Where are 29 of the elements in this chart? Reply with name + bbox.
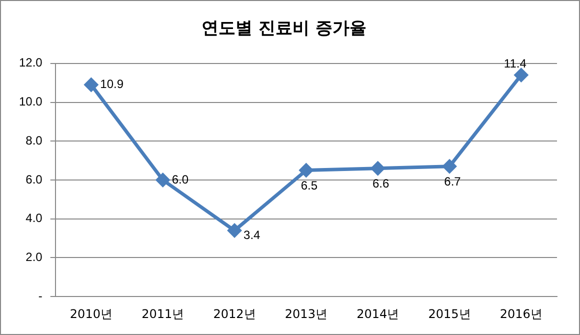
point [371,162,385,176]
data-label: 6.5 [300,178,318,193]
data-label: 3.4 [244,228,261,242]
data-label: 6.0 [172,172,189,186]
chart-title: 연도별 진료비 증가율 [202,18,366,39]
x-tick-label: 2016년 [500,306,542,321]
point [84,78,98,92]
data-label: 10.9 [100,77,124,92]
y-tick-label: - [38,288,42,303]
x-tick-label: 2015년 [428,306,471,321]
data-label: 6.6 [372,176,390,191]
y-tick-label: 6.0 [26,172,43,186]
y-tick-label: 10.0 [18,94,43,109]
data-label: 6.7 [444,174,462,189]
x-tick-label: 2010년 [70,306,112,321]
y-tick-label: 4.0 [26,211,43,226]
x-tick-label: 2013년 [284,306,328,321]
x-tick-label: 2011년 [142,306,184,321]
y-tick-label: 8.0 [26,133,43,148]
point [442,160,456,174]
x-tick-label: 2014년 [356,306,400,321]
y-tick-label: 2.0 [26,250,43,264]
point [299,164,313,178]
y-tick-label: 12.0 [18,56,43,70]
point [514,68,528,82]
point [228,224,242,238]
point [156,173,170,187]
x-tick-label: 2012년 [213,306,256,321]
data-label: 11.4 [504,56,527,70]
